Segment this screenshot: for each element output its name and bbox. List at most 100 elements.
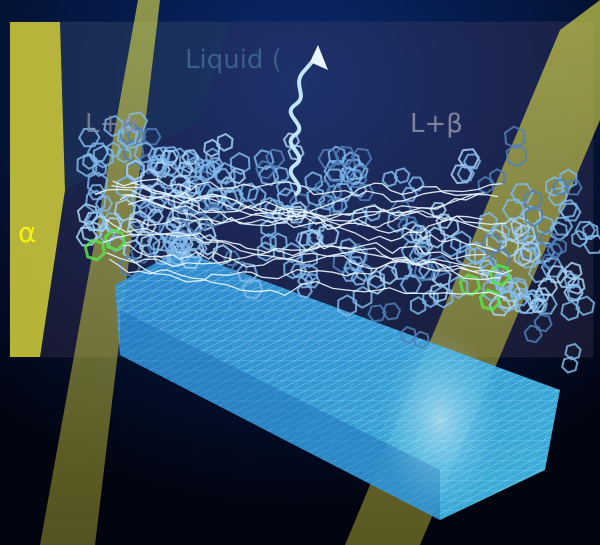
ring <box>563 272 580 289</box>
photon-arrow <box>288 53 320 197</box>
ring <box>567 275 586 295</box>
ring <box>166 241 183 257</box>
ring <box>258 165 280 187</box>
ring <box>297 273 314 289</box>
ring <box>147 208 164 224</box>
ring <box>92 144 114 169</box>
ring <box>381 302 402 321</box>
arrow-head <box>310 45 328 70</box>
alpha-region <box>10 22 65 357</box>
ring <box>125 159 145 181</box>
ring <box>314 179 331 197</box>
ring <box>397 215 420 237</box>
ring <box>574 220 597 241</box>
ring <box>539 229 557 248</box>
bolt <box>106 245 481 269</box>
ring <box>546 243 563 258</box>
l-beta-label: L+β <box>410 109 463 139</box>
ring <box>141 127 162 146</box>
ring <box>223 250 241 267</box>
ring <box>583 234 600 255</box>
ring <box>116 125 138 148</box>
ring <box>181 149 200 166</box>
bolt <box>108 258 507 299</box>
ring <box>489 168 506 187</box>
ring <box>422 289 439 309</box>
ring <box>85 189 107 213</box>
ring <box>450 163 473 185</box>
slab-side <box>120 310 440 520</box>
ring <box>213 168 231 184</box>
ring <box>537 277 559 297</box>
ring <box>561 355 579 374</box>
glow <box>380 330 500 510</box>
ring <box>546 264 568 284</box>
ring <box>76 202 99 226</box>
ring <box>118 255 141 277</box>
ring <box>185 175 207 195</box>
ring <box>551 179 570 196</box>
ring <box>514 224 537 247</box>
ring <box>510 183 534 204</box>
ring <box>194 159 216 183</box>
ring <box>113 198 136 222</box>
ring <box>501 198 526 220</box>
ring <box>504 125 526 150</box>
bolt <box>128 182 485 217</box>
ring <box>214 161 236 186</box>
l-alpha-label: L+α <box>85 109 138 139</box>
ring <box>534 287 551 303</box>
ring <box>219 189 239 208</box>
ring <box>488 295 512 317</box>
ring <box>505 143 528 168</box>
ring <box>334 145 356 166</box>
bolt <box>123 244 513 275</box>
ring <box>303 273 321 289</box>
ring <box>458 273 482 297</box>
ring <box>480 262 499 283</box>
liquid-label: Liquid ( <box>185 45 282 75</box>
ring <box>414 237 434 256</box>
ring <box>115 175 138 200</box>
ring <box>480 234 503 254</box>
ring <box>378 264 399 285</box>
ring <box>529 298 546 314</box>
bolt <box>102 231 501 281</box>
bolt <box>119 193 499 218</box>
ring <box>90 215 109 232</box>
ring <box>563 283 584 302</box>
ring <box>350 207 369 226</box>
ring <box>350 147 373 168</box>
ring <box>317 148 340 169</box>
ring <box>246 186 267 207</box>
ring <box>104 216 123 234</box>
ring <box>516 246 541 269</box>
ring <box>564 342 582 361</box>
ring <box>478 288 502 312</box>
ring <box>535 215 555 236</box>
ring <box>462 153 482 170</box>
ring <box>306 186 326 207</box>
ring <box>276 187 298 209</box>
ring <box>103 228 127 252</box>
ring <box>298 228 322 253</box>
ring <box>87 183 106 201</box>
ring <box>523 324 543 344</box>
ring <box>223 185 244 206</box>
ring <box>432 285 454 309</box>
ring <box>186 238 208 258</box>
ring <box>255 160 276 180</box>
ring <box>211 243 233 266</box>
ring <box>78 127 101 148</box>
bolt <box>130 181 498 252</box>
ring <box>559 202 582 222</box>
bolt <box>112 178 503 203</box>
ring <box>501 218 523 243</box>
ring <box>407 176 425 192</box>
ring <box>126 220 145 238</box>
ring <box>524 205 544 228</box>
ring <box>343 259 361 276</box>
ring <box>138 233 161 257</box>
lightning <box>94 178 513 299</box>
